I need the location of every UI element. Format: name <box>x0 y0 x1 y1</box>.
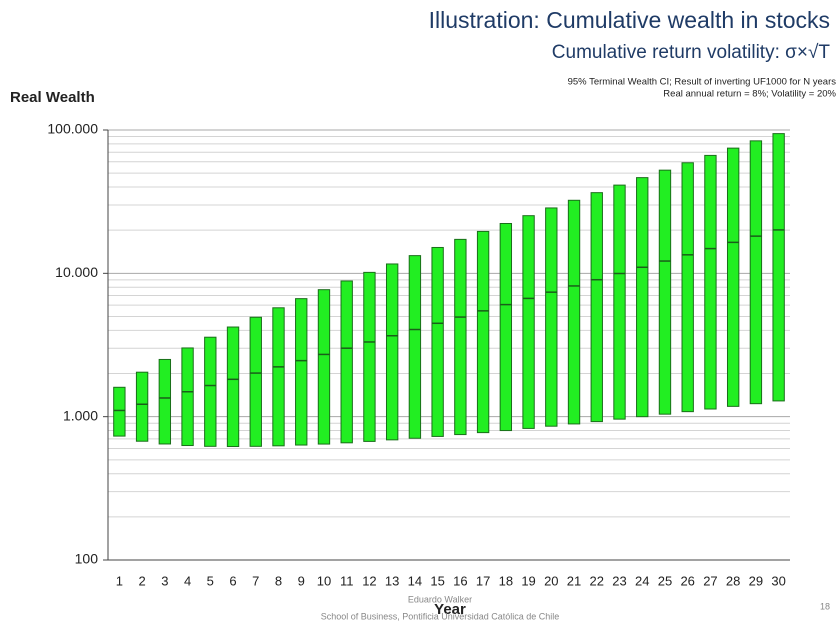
range-bar <box>135 371 149 442</box>
x-tick-label: 28 <box>726 573 740 588</box>
range-bar <box>545 207 558 427</box>
range-bar <box>704 154 717 410</box>
x-tick-label: 13 <box>385 573 399 588</box>
range-bar <box>522 215 535 429</box>
x-tick-label: 17 <box>476 573 490 588</box>
x-tick-label: 15 <box>430 573 444 588</box>
x-tick-label: 1 <box>116 573 123 588</box>
range-bar <box>158 358 172 445</box>
range-bar <box>272 307 285 447</box>
chart-title: Illustration: Cumulative wealth in stock… <box>429 7 830 33</box>
range-bar <box>340 280 353 444</box>
range-bar <box>499 223 513 432</box>
x-tick-label: 8 <box>275 573 282 588</box>
chart-subtitle: Cumulative return volatility: σ×√T <box>552 42 831 63</box>
range-bar <box>204 336 217 447</box>
x-tick-label: 24 <box>635 573 649 588</box>
x-tick-label: 25 <box>658 573 672 588</box>
y-tick-label: 10.000 <box>55 264 98 280</box>
y-tick-label: 100 <box>75 551 99 567</box>
range-bar <box>454 238 467 436</box>
x-tick-label: 10 <box>317 573 331 588</box>
range-bar <box>431 246 444 437</box>
range-bar <box>113 386 126 437</box>
range-bar <box>181 347 194 447</box>
range-bar <box>590 192 603 423</box>
x-tick-label: 14 <box>408 573 422 588</box>
range-bar <box>636 177 649 418</box>
range-bar <box>567 199 581 425</box>
range-bar <box>226 326 240 448</box>
range-bar <box>317 289 331 445</box>
page-number: 18 <box>820 601 830 611</box>
footer: Eduardo Walker <box>408 594 472 604</box>
x-tick-label: 21 <box>567 573 581 588</box>
range-bar <box>681 162 694 413</box>
range-bar <box>295 298 308 446</box>
x-tick-label: 12 <box>362 573 376 588</box>
x-tick-label: 7 <box>252 573 259 588</box>
x-axis-label: Year <box>434 601 466 618</box>
x-tick-label: 30 <box>771 573 785 588</box>
x-tick-label: 23 <box>612 573 626 588</box>
x-tick-label: 26 <box>680 573 694 588</box>
range-bar <box>658 169 672 415</box>
note: Real annual return = 8%; Volatility = 20… <box>663 89 836 100</box>
x-tick-label: 27 <box>703 573 717 588</box>
x-tick-label: 5 <box>207 573 214 588</box>
range-bar <box>408 255 422 439</box>
range-bar <box>385 263 399 441</box>
x-tick-label: 16 <box>453 573 467 588</box>
y-axis-label: Real Wealth <box>10 89 95 106</box>
footer: School of Business, Pontificia Universid… <box>321 611 560 621</box>
range-bar <box>249 316 262 447</box>
y-tick-label: 100.000 <box>47 121 98 137</box>
x-tick-label: 11 <box>340 573 354 588</box>
range-bar <box>363 271 376 442</box>
x-tick-label: 2 <box>138 573 145 588</box>
y-tick-label: 1.000 <box>63 407 98 423</box>
range-bar <box>749 140 763 405</box>
x-tick-label: 6 <box>229 573 236 588</box>
range-bar <box>772 133 785 402</box>
x-tick-label: 4 <box>184 573 191 588</box>
x-tick-label: 20 <box>544 573 558 588</box>
x-tick-label: 9 <box>298 573 305 588</box>
note: 95% Terminal Wealth CI; Result of invert… <box>568 77 837 88</box>
range-bar <box>726 147 740 407</box>
x-tick-label: 22 <box>590 573 604 588</box>
range-bar <box>613 184 626 420</box>
x-tick-label: 19 <box>521 573 535 588</box>
x-tick-label: 3 <box>161 573 168 588</box>
range-bar <box>476 230 490 434</box>
x-tick-label: 18 <box>499 573 513 588</box>
x-tick-label: 29 <box>749 573 763 588</box>
